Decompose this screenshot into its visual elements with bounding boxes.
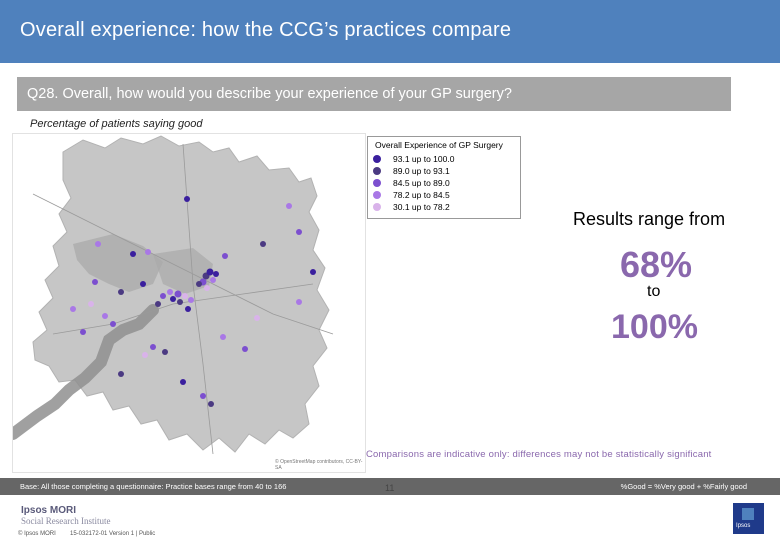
practice-dot [167, 289, 173, 295]
practice-dot [118, 371, 124, 377]
practice-dot [184, 196, 190, 202]
practice-dot [260, 241, 266, 247]
practice-dot [174, 290, 182, 298]
footer-bar: Base: All those completing a questionnai… [0, 478, 780, 495]
practice-dot [220, 334, 226, 340]
map-roads [32, 143, 334, 455]
practice-dot [155, 301, 161, 307]
practice-dot [88, 301, 94, 307]
legend-swatch [373, 203, 381, 211]
map-legend: Overall Experience of GP Surgery 93.1 up… [367, 136, 521, 219]
legend-label: 84.5 up to 89.0 [393, 178, 450, 188]
practice-dot [177, 299, 183, 305]
practice-dot [310, 269, 316, 275]
practice-map: © OpenStreetMap contributors, CC-BY-SA [12, 133, 366, 473]
practice-dot [210, 277, 216, 283]
practice-dot [180, 379, 186, 385]
good-definition: %Good = %Very good + %Fairly good [620, 482, 747, 491]
practice-dot [142, 352, 148, 358]
practice-dot [150, 344, 156, 350]
practice-dot [170, 296, 176, 302]
legend-label: 93.1 up to 100.0 [393, 154, 455, 164]
practice-dot [200, 393, 206, 399]
practice-dot [242, 346, 248, 352]
practice-dot [185, 306, 191, 312]
question-text: Q28. Overall, how would you describe you… [27, 86, 512, 102]
practice-dot [145, 249, 151, 255]
practice-dot [182, 293, 188, 299]
practice-dot [254, 315, 260, 321]
legend-swatch [373, 191, 381, 199]
brand-subtitle: Social Research Institute [21, 516, 111, 526]
practice-dot [118, 289, 124, 295]
practice-dot [296, 299, 302, 305]
header-bar: Overall experience: how the CCG’s practi… [0, 0, 780, 63]
practice-dot [196, 281, 202, 287]
results-low-value: 68% [620, 244, 693, 285]
practice-dot [296, 229, 302, 235]
legend-label: 30.1 up to 78.2 [393, 202, 450, 212]
page-title: Overall experience: how the CCG’s practi… [20, 19, 512, 41]
results-high-value: 100% [611, 308, 698, 346]
results-range-label: Results range from [573, 209, 726, 229]
map-graphic [13, 135, 334, 455]
results-to-label: to [647, 283, 661, 300]
practice-dot [130, 251, 136, 257]
practice-dot [102, 313, 108, 319]
brand-logo: Ipsos MORI [21, 505, 77, 516]
legend-label: 89.0 up to 93.1 [393, 166, 450, 176]
practice-dots [70, 196, 316, 407]
logo-mark-icon [742, 508, 754, 520]
practice-dot [213, 271, 219, 277]
practice-dot [286, 203, 292, 209]
base-note: Base: All those completing a questionnai… [20, 482, 287, 491]
page-number: 11 [385, 483, 395, 493]
legend-swatch [373, 167, 381, 175]
practice-dot [70, 306, 76, 312]
practice-dot [92, 279, 98, 285]
job-number: 15-032172-01 Version 1 | Public [70, 531, 156, 537]
question-bar: Q28. Overall, how would you describe you… [17, 77, 731, 111]
practice-dot [80, 329, 86, 335]
legend-label: 78.2 up to 84.5 [393, 190, 450, 200]
practice-dot [110, 321, 116, 327]
practice-dot [208, 401, 214, 407]
map-river [13, 304, 159, 440]
practice-dot [206, 268, 214, 276]
copyright-text: © Ipsos MORI [18, 531, 56, 537]
practice-dot [222, 253, 228, 259]
logo-label: Ipsos [736, 523, 751, 529]
map-urban-area [73, 234, 163, 292]
comparison-caveat: Comparisons are indicative only: differe… [366, 449, 712, 460]
practice-dot [188, 297, 194, 303]
practice-dot [204, 285, 210, 291]
practice-dot [160, 293, 166, 299]
legend-swatch [373, 155, 381, 163]
legend-swatch [373, 179, 381, 187]
ipsos-corner-logo: Ipsos [733, 503, 764, 534]
map-credit: © OpenStreetMap contributors, CC-BY-SA [275, 459, 363, 471]
practice-dot [95, 241, 101, 247]
legend-title: Overall Experience of GP Surgery [375, 140, 503, 150]
practice-dot [140, 281, 146, 287]
map-subtitle: Percentage of patients saying good [30, 118, 203, 130]
practice-dot [162, 349, 168, 355]
